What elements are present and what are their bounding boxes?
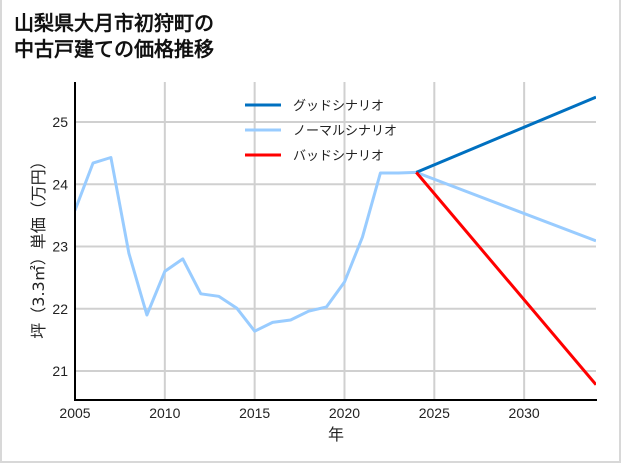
y-tick-label: 23 bbox=[52, 239, 68, 255]
chart-title-line1: 山梨県大月市初狩町の bbox=[14, 11, 214, 35]
series-line-1 bbox=[415, 95, 596, 174]
axes bbox=[74, 82, 597, 401]
y-tick-label: 25 bbox=[52, 114, 68, 130]
x-tick-label: 2025 bbox=[419, 405, 450, 421]
legend-label: グッドシナリオ bbox=[293, 99, 384, 114]
x-tick-label: 2010 bbox=[149, 405, 180, 421]
y-axis-label: 坪（3.3㎡）単価（万円） bbox=[29, 153, 48, 338]
chart-title-line2: 中古戸建ての価格推移 bbox=[14, 37, 214, 61]
legend-label: バッドシナリオ bbox=[293, 149, 384, 164]
series-line-0 bbox=[75, 156, 596, 333]
x-tick-label: 2030 bbox=[509, 405, 540, 421]
x-tick-label: 2015 bbox=[239, 405, 270, 421]
x-tick-label: 2005 bbox=[59, 405, 90, 421]
y-tick-labels: 21 22 23 24 25 bbox=[52, 114, 68, 379]
grid-lines bbox=[75, 82, 596, 400]
y-tick-label: 21 bbox=[52, 363, 68, 379]
series-line-2 bbox=[415, 171, 596, 386]
y-tick-label: 24 bbox=[52, 176, 68, 192]
x-tick-labels: 2005 2010 2015 2020 2025 2030 bbox=[59, 405, 539, 421]
legend-label: ノーマルシナリオ bbox=[293, 124, 397, 139]
series-lines bbox=[75, 95, 596, 386]
x-axis-label: 年 bbox=[328, 425, 344, 444]
y-tick-label: 22 bbox=[52, 301, 68, 317]
chart-title: 山梨県大月市初狩町の 中古戸建ての価格推移 bbox=[14, 10, 214, 62]
x-tick-label: 2020 bbox=[329, 405, 360, 421]
